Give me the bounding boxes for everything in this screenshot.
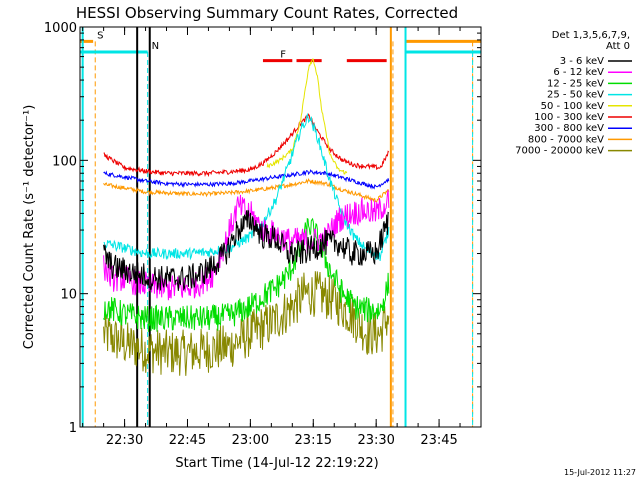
series-layer [103,58,390,376]
x-tick-label: 23:30 [357,433,394,448]
legend-label-7000-20000-kev: 7000 - 20000 keV [515,146,604,157]
x-axis-label: Start Time (14-Jul-12 22:19:22) [175,456,378,471]
series-line-12-25-kev [103,217,390,332]
x-tick-label: 22:30 [106,433,143,448]
legend-header: Det 1,3,5,6,7,9, [552,30,630,41]
y-tick-label: 1 [69,421,77,436]
legend-label-300-800-kev: 300 - 800 keV [534,123,604,134]
flag-f-label: F [280,50,286,61]
legend-header: Att 0 [606,41,630,52]
series-line-100-300-kev [103,113,390,178]
x-tick-label: 23:15 [295,433,332,448]
legend-label-3-6-kev: 3 - 6 keV [560,56,604,67]
plot-frame [79,26,482,428]
y-axis-label: Corrected Count Rate (s⁻¹ detector⁻¹) [22,105,37,350]
legend-label-800-7000-kev: 800 - 7000 keV [528,134,604,145]
chart-title: HESSI Observing Summary Count Rates, Cor… [76,4,458,22]
plot-timestamp: 15-Jul-2012 11:27 [564,468,636,477]
x-tick-label: 23:00 [232,433,269,448]
markers-layer [81,27,407,427]
axes-layer: 22:30 22:45 23:00 23:15 23:30 23:45 1 10 100 1000 [44,21,482,448]
legend-label-100-300-kev: 100 - 300 keV [534,112,604,123]
flags-layer: S N F [80,30,481,427]
series-line-50-100-kev [266,58,348,175]
x-tick-label: 22:45 [169,433,206,448]
series-line-3-6-kev [103,209,390,291]
y-tick-label: 10 [60,288,77,303]
legend-label-6-12-kev: 6 - 12 keV [553,67,604,78]
y-tick-label: 1000 [44,21,77,36]
flag-n-label: N [152,41,159,52]
x-tick-label: 23:45 [420,433,457,448]
series-line-800-7000-kev [103,178,390,203]
series-line-300-800-kev [103,169,390,190]
y-tick-label: 100 [52,154,77,169]
legend-label-12-25-kev: 12 - 25 keV [547,78,604,89]
legend-label-25-50-kev: 25 - 50 keV [547,90,604,101]
legend-label-50-100-kev: 50 - 100 keV [541,101,605,112]
flag-s-label: S [97,30,103,41]
